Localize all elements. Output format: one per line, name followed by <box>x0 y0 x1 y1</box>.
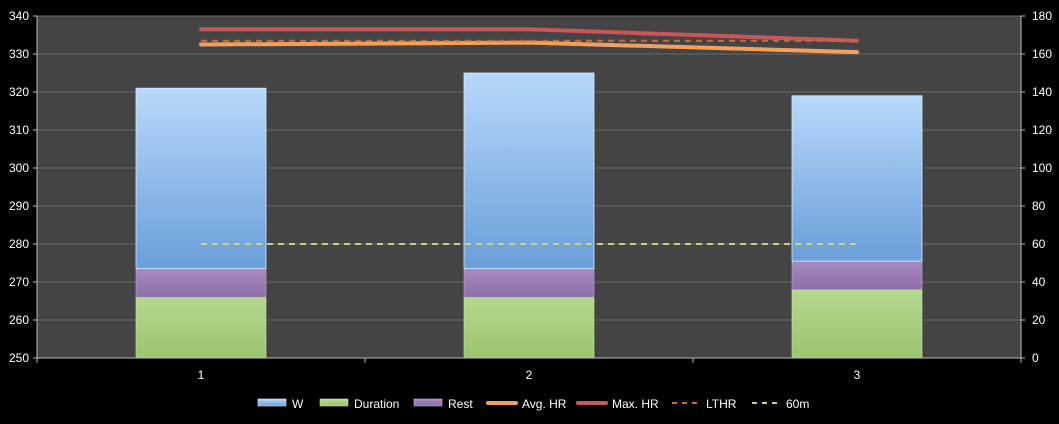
y-left-tick-label: 320 <box>9 85 29 99</box>
y-right-tick-label: 0 <box>1032 351 1039 365</box>
y-left-tick-label: 310 <box>9 123 29 137</box>
legend-item-duration: Duration <box>319 397 399 411</box>
bar-w <box>463 72 595 270</box>
y-left-tick-label: 290 <box>9 199 29 213</box>
y-left-tick-label: 250 <box>9 351 29 365</box>
legend-label: Avg. HR <box>522 397 567 411</box>
y-right-tick-label: 100 <box>1032 161 1052 175</box>
y-left-tick-label: 330 <box>9 47 29 61</box>
legend-item-w: W <box>257 397 304 411</box>
legend-label: Duration <box>354 397 399 411</box>
y-right-tick-label: 80 <box>1032 199 1046 213</box>
y-left-tick-label: 260 <box>9 313 29 327</box>
legend-swatch <box>319 398 349 407</box>
y-left-tick-label: 280 <box>9 237 29 251</box>
y-right-tick-label: 20 <box>1032 313 1046 327</box>
y-right-tick-label: 140 <box>1032 85 1052 99</box>
legend-label: 60m <box>786 397 809 411</box>
legend-swatch <box>413 398 443 407</box>
legend-label: LTHR <box>706 397 737 411</box>
bar-w <box>135 87 267 270</box>
x-tick-label: 3 <box>854 368 861 382</box>
line-avg-hr <box>199 40 859 55</box>
bar-rest <box>463 268 595 298</box>
line-max-hr <box>199 27 859 43</box>
y-left-tick-label: 270 <box>9 275 29 289</box>
legend-item-rest: Rest <box>413 397 473 411</box>
x-tick-label: 1 <box>198 368 205 382</box>
bar-rest <box>791 260 923 290</box>
bar-duration <box>791 289 923 359</box>
legend-label: Rest <box>448 397 473 411</box>
legend-label: Max. HR <box>612 397 659 411</box>
legend-item-avg-hr: Avg. HR <box>486 397 567 411</box>
bar-rest <box>135 268 267 298</box>
y-right-tick-label: 180 <box>1032 9 1052 23</box>
y-right-tick-label: 120 <box>1032 123 1052 137</box>
legend-label: W <box>292 397 304 411</box>
legend-item-max-hr: Max. HR <box>576 397 659 411</box>
legend-item-60m: 60m <box>752 397 809 411</box>
bar-w <box>791 95 923 262</box>
legend-item-lthr: LTHR <box>672 397 737 411</box>
y-right-tick-label: 60 <box>1032 237 1046 251</box>
y-right-tick-label: 40 <box>1032 275 1046 289</box>
y-left-tick-label: 340 <box>9 9 29 23</box>
y-left-tick-label: 300 <box>9 161 29 175</box>
x-tick-label: 2 <box>526 368 533 382</box>
bar-duration <box>463 296 595 359</box>
bar-duration <box>135 296 267 359</box>
legend-swatch <box>257 398 287 407</box>
y-right-tick-label: 160 <box>1032 47 1052 61</box>
